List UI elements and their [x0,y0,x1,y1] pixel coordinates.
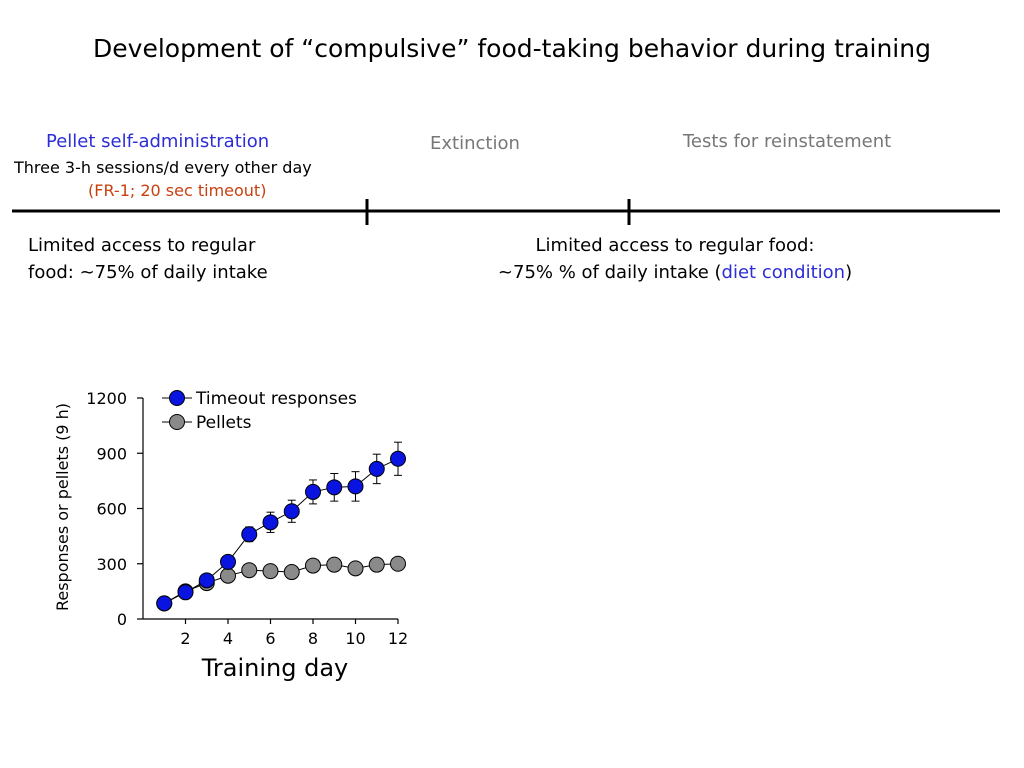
timeout-response-point [326,479,343,496]
chart-axes: 0 300 600 900 1200 2 4 6 8 10 12 [86,389,408,648]
legend-marker-timeout [169,390,185,406]
left-diet-note-line2: food: ~75% of daily intake [28,262,268,283]
y-tick-label: 1200 [86,389,127,408]
timeout-response-point [305,483,321,500]
y-tick-label: 900 [96,444,127,463]
left-diet-note: Limited access to regular food: ~75% of … [28,232,268,286]
right-diet-note-line2: ~75% % of daily intake (diet condition) [460,259,890,286]
legend-label: Pellets [196,413,252,433]
phase-self-administration-label: Pellet self-administration [46,131,270,152]
pellet-point [347,560,364,577]
timeout-response-point [283,503,300,520]
right-diet-note-pre: ~75% % of daily intake ( [497,262,722,283]
pellet-point [241,562,258,579]
timeout-response-point [198,572,215,589]
x-tick-label: 2 [180,629,190,648]
pellet-point [220,567,236,584]
pellet-point [262,563,279,580]
left-diet-note-line1: Limited access to regular [28,235,256,256]
session-schedule-text: Three 3-h sessions/d every other day [14,158,312,177]
timeout-response-point [262,514,279,531]
pellet-point [390,555,406,572]
slide-title: Development of “compulsive” food-taking … [93,34,931,63]
pellet-point [326,556,343,573]
phase-extinction-label: Extinction [430,133,520,154]
pellet-point [305,557,321,574]
diet-condition-highlight: diet condition [721,262,846,283]
legend-marker-pellets [169,414,185,430]
timeout-response-point [347,478,364,495]
y-axis-label: Responses or pellets (9 h) [53,403,72,611]
timeout-response-point [368,460,385,477]
right-diet-note-line1: Limited access to regular food: [535,235,815,256]
timeout-response-point [220,553,236,570]
timeout-response-point [390,450,406,467]
data-points [156,450,406,612]
right-diet-note: Limited access to regular food: ~75% % o… [460,232,890,286]
x-tick-label: 4 [223,629,233,648]
x-tick-label: 12 [388,629,408,648]
timeout-response-point [177,584,194,601]
right-diet-note-post: ) [845,262,853,283]
pellet-point [283,564,300,581]
x-tick-label: 10 [345,629,365,648]
legend-label: Timeout responses [195,389,357,409]
error-bars [160,441,402,606]
phase-reinstatement-label: Tests for reinstatement [683,131,892,152]
timeout-response-point [241,526,258,543]
timeline [12,199,1000,225]
x-tick-label: 8 [308,629,318,648]
y-tick-label: 300 [96,555,127,574]
x-tick-label: 6 [265,629,275,648]
y-tick-label: 600 [96,500,127,519]
pellet-point [368,556,385,573]
x-axis-label: Training day [201,654,348,682]
fr-schedule-text: (FR-1; 20 sec timeout) [88,181,267,200]
y-tick-label: 0 [117,610,127,629]
timeout-response-point [156,595,173,612]
training-chart: 0 300 600 900 1200 2 4 6 8 10 12 Timeout responses… [53,389,408,682]
chart-legend: Timeout responses Pellets [162,389,357,433]
